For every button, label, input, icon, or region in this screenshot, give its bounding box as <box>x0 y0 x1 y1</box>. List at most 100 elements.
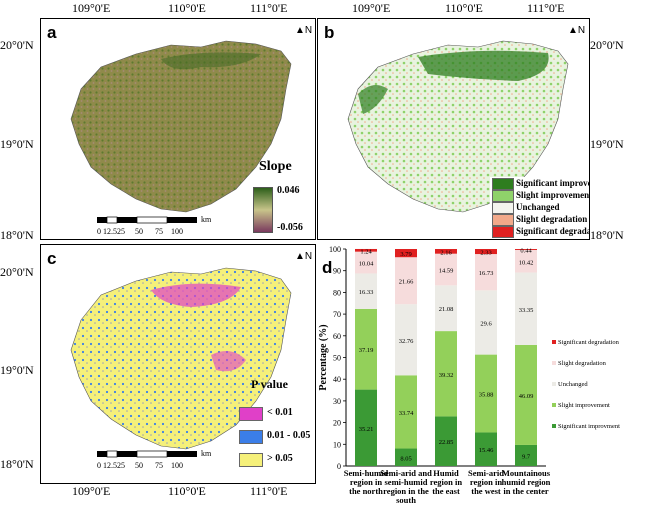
lat-label-a3: 18°0'N <box>0 228 34 243</box>
pvalue-label-2: 0.01 - 0.05 <box>267 430 310 441</box>
lat-label-b2: 19°0'N <box>590 137 624 152</box>
bar-value-label: 39.32 <box>439 372 454 379</box>
pvalue-legend-title: P value <box>251 377 288 392</box>
y-tick-label: 40 <box>333 375 341 384</box>
bar-value-label: 22.85 <box>439 439 454 446</box>
trend-legend: Significant improvement Slight improveme… <box>490 177 588 239</box>
north-arrow-icon: ▲ <box>295 251 305 262</box>
lon-label-c3: 111°0'E <box>250 484 287 499</box>
legend-label-slight-imp: Slight improvement <box>516 190 590 200</box>
legend-swatch <box>552 424 556 428</box>
lon-label-a2: 110°0'E <box>168 1 206 16</box>
panel-c-pvalue-map: c ▲N P value < 0.01 0.01 - 0.05 > 0.05 0… <box>40 244 316 484</box>
slope-max-label: 0.046 <box>277 185 300 196</box>
y-tick-label: 0 <box>337 462 341 471</box>
bar-value-label: 21.08 <box>439 306 454 313</box>
scale-ticks-c: 0 12.525 50 75 100 <box>97 461 183 470</box>
y-tick-label: 60 <box>333 332 341 341</box>
y-axis-label: Percentage (%) <box>318 324 329 390</box>
legend-swatch-unchanged <box>492 202 514 214</box>
lon-label-b3: 111°0'E <box>527 1 564 16</box>
bar-value-label: 33.74 <box>399 410 414 417</box>
lat-label-c1: 20°0'N <box>0 265 34 280</box>
lon-label-c1: 109°0'E <box>72 484 110 499</box>
bar-value-label: 16.73 <box>479 270 494 277</box>
lat-label-c2: 19°0'N <box>0 363 34 378</box>
bar-value-label: 33.35 <box>519 307 534 314</box>
scale-bar-c <box>97 449 217 461</box>
legend-label: Significant improvment <box>558 423 620 430</box>
x-category-label: the east <box>432 486 460 496</box>
north-arrow-icon: ▲ <box>568 25 578 36</box>
pvalue-label-1: < 0.01 <box>267 407 293 418</box>
slope-min-label: -0.056 <box>277 222 303 233</box>
north-label: N <box>305 25 312 36</box>
legend-label-sig-imp: Significant improvement <box>516 178 590 188</box>
panel-d-label: d <box>322 258 332 278</box>
panel-b-trend-map: b ▲N Significant improvement Slight impr… <box>317 18 590 240</box>
slope-colorbar <box>253 187 273 233</box>
island-map-c <box>41 245 315 483</box>
north-label: N <box>578 25 585 36</box>
scale-bar-a <box>97 215 217 227</box>
lon-label-a1: 109°0'E <box>72 1 110 16</box>
y-tick-label: 30 <box>333 397 341 406</box>
legend-label: Significant degradation <box>558 339 620 346</box>
bar-value-label: 2.16 <box>440 249 452 256</box>
north-arrow-a: ▲N <box>295 25 312 36</box>
y-tick-label: 90 <box>333 267 341 276</box>
panel-a-slope-map: a ▲N Slope 0.046 -0.056 0 12.525 50 75 1… <box>40 18 316 240</box>
lon-label-b2: 110°0'E <box>445 1 483 16</box>
lon-label-a3: 111°0'E <box>250 1 287 16</box>
bar-value-label: 46.09 <box>519 393 534 400</box>
bar-value-label: 9.7 <box>522 453 531 460</box>
bar-value-label: 14.59 <box>439 268 454 275</box>
north-arrow-b: ▲N <box>568 25 585 36</box>
y-tick-label: 80 <box>333 288 341 297</box>
bar-value-label: 10.04 <box>359 261 374 268</box>
legend-swatch <box>552 382 556 386</box>
bar-value-label: 8.05 <box>400 455 411 462</box>
lon-label-b1: 109°0'E <box>352 1 390 16</box>
scale-unit-a: km <box>201 215 211 224</box>
y-tick-label: 10 <box>333 440 341 449</box>
x-category-label: the west <box>471 486 501 496</box>
slope-legend-title: Slope <box>259 159 292 175</box>
lon-label-c2: 110°0'E <box>168 484 206 499</box>
legend-swatch <box>552 403 556 407</box>
bar-value-label: 15.46 <box>479 447 494 454</box>
bar-value-label: 3.79 <box>400 251 411 258</box>
bar-value-label: 35.88 <box>479 392 494 399</box>
north-arrow-c: ▲N <box>295 251 312 262</box>
x-category-label: the north <box>349 486 383 496</box>
bar-value-label: 10.42 <box>519 259 534 266</box>
x-category-label: in the center <box>503 486 549 496</box>
legend-swatch-slight-imp <box>492 190 514 202</box>
bar-value-label: 32.76 <box>399 338 414 345</box>
pvalue-swatch-1 <box>239 407 263 421</box>
pvalue-swatch-3 <box>239 453 263 467</box>
stacked-bar-chart: 0 10 20 30 40 50 60 70 80 90 100 Percentage (%) 35.2… <box>316 244 650 509</box>
pvalue-label-3: > 0.05 <box>267 453 293 464</box>
lat-label-c3: 18°0'N <box>0 457 34 472</box>
y-tick-label: 20 <box>333 419 341 428</box>
north-arrow-icon: ▲ <box>295 25 305 36</box>
y-tick-label: 100 <box>329 245 341 254</box>
x-category-label: south <box>396 495 416 505</box>
legend-label-unchanged: Unchanged <box>516 202 560 212</box>
island-map-a <box>41 19 315 239</box>
lat-label-b3: 18°0'N <box>590 228 624 243</box>
bar-value-label: 1.24 <box>360 248 372 255</box>
bar-value-label: 37.19 <box>359 347 374 354</box>
y-tick-label: 70 <box>333 310 341 319</box>
bar-value-label: 0.44 <box>520 247 532 254</box>
legend-label-slight-deg: Slight degradation <box>516 214 587 224</box>
scale-ticks-a: 0 12.525 50 75 100 <box>97 227 183 236</box>
panel-d-chart: 0 10 20 30 40 50 60 70 80 90 100 Percentage (%) 35.2… <box>316 244 650 509</box>
bar-value-label: 16.33 <box>359 289 374 296</box>
legend-label: Slight degradation <box>558 360 607 367</box>
legend-label: Unchanged <box>558 381 588 388</box>
bar-value-label: 35.21 <box>359 426 374 433</box>
north-label: N <box>305 251 312 262</box>
legend-label-sig-deg: Significant degradation <box>516 226 590 236</box>
